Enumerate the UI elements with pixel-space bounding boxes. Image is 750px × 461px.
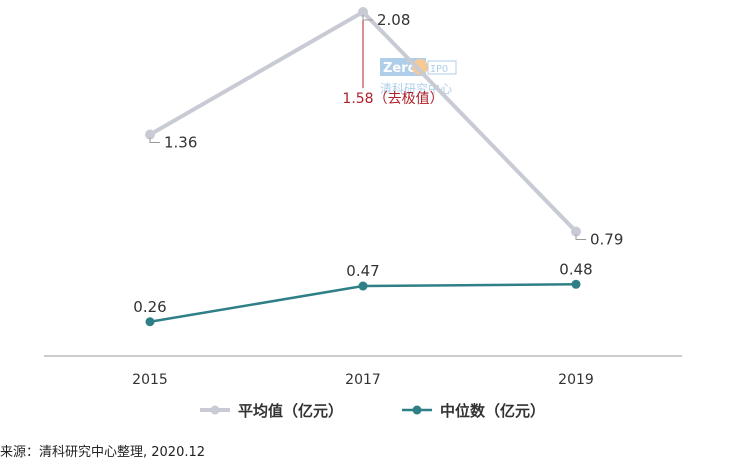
data-label: 0.26 [133,298,166,316]
source-note: 来源：清科研究中心整理, 2020.12 [0,445,206,460]
data-label: 0.79 [590,231,623,249]
data-label: 0.48 [559,260,592,278]
data-point [358,7,368,17]
x-tick-label: 2017 [345,372,381,388]
x-axis-ticks: 2015 2017 2019 [132,372,594,388]
data-point [571,226,581,237]
data-point [145,129,155,140]
watermark-logo-circle [412,59,428,75]
data-point [571,279,581,289]
legend-item: 平均值（亿元） [200,402,343,420]
data-label: 2.08 [377,11,410,29]
legend-label: 中位数（亿元） [440,402,545,420]
x-tick-label: 2019 [558,372,594,388]
data-point [145,317,155,327]
annotation-label: 1.58（去极值） [342,91,443,107]
legend-label: 平均值（亿元） [238,402,343,420]
svg-text:IPO: IPO [430,64,448,75]
x-tick-label: 2015 [132,372,168,388]
series-mean: 1.36 2.08 0.79 [145,7,623,249]
legend: 平均值（亿元） 中位数（亿元） [200,402,545,420]
watermark-logo-text: Zero [383,61,417,76]
legend-item: 中位数（亿元） [402,402,545,420]
data-label: 1.36 [164,134,197,152]
label-leader [575,234,586,241]
series-median: 0.26 0.47 0.48 [133,260,593,327]
legend-swatch-marker [210,405,220,415]
label-leader [149,137,160,144]
legend-swatch-marker [412,405,422,415]
series-layer: 1.36 2.08 0.79 0.26 0.47 0.48 [133,7,623,327]
data-point [358,281,368,291]
label-leader [362,15,373,21]
data-label: 0.47 [346,262,379,280]
